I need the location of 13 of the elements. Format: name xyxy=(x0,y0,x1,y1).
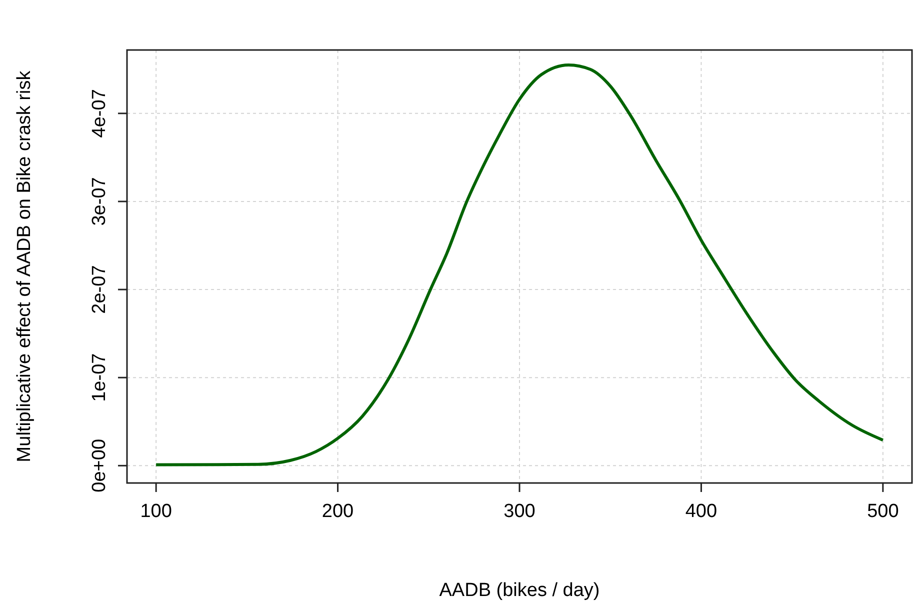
x-tick-label: 200 xyxy=(322,501,354,522)
x-tick-label: 400 xyxy=(685,501,718,522)
x-tick-label: 100 xyxy=(140,501,172,522)
y-tick-label: 3e-07 xyxy=(89,177,110,226)
x-axis-title: AADB (bikes / day) xyxy=(439,580,600,601)
y-tick-label: 1e-07 xyxy=(89,353,110,402)
x-tick-label: 500 xyxy=(867,501,899,522)
y-tick-label: 4e-07 xyxy=(89,89,110,138)
y-tick-label: 2e-07 xyxy=(89,265,110,314)
x-tick-label: 300 xyxy=(504,501,536,522)
y-tick-label: 0e+00 xyxy=(89,438,110,492)
line-series xyxy=(154,63,884,466)
y-axis-title: Multiplicative effect of AADB on Bike crask risk xyxy=(14,70,35,462)
